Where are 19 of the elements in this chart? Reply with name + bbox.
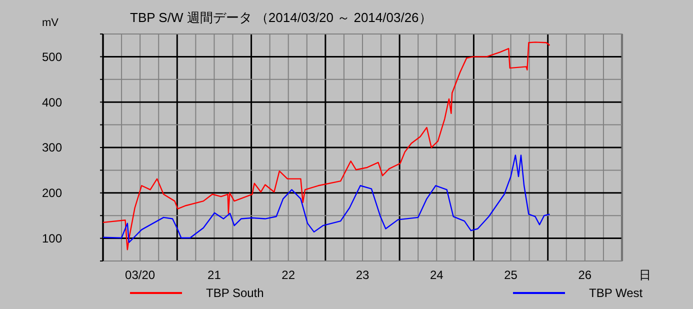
legend-label: TBP West <box>589 286 644 300</box>
legend-label: TBP South <box>206 286 264 300</box>
x-tick-label: 22 <box>282 268 296 282</box>
chart-title: TBP S/W 週間データ （2014/03/20 ～ 2014/03/26） <box>130 10 432 25</box>
x-tick-label: 24 <box>430 268 444 282</box>
line-series <box>102 42 550 250</box>
x-tick-label: 26 <box>578 268 592 282</box>
x-tick-label: 25 <box>504 268 518 282</box>
y-tick-label: 200 <box>42 186 62 200</box>
y-tick-label: 300 <box>42 140 62 155</box>
x-tick-label: 21 <box>208 268 222 282</box>
x-tick-label: 23 <box>356 268 370 282</box>
y-axis-title: mV <box>42 17 60 29</box>
x-axis-title: 日 <box>639 268 651 282</box>
x-tick-label: 03/20 <box>125 268 156 282</box>
y-tick-label: 500 <box>42 50 62 64</box>
y-tick-label: 100 <box>42 232 62 246</box>
line-series <box>102 154 550 243</box>
y-tick-label: 400 <box>42 95 62 110</box>
